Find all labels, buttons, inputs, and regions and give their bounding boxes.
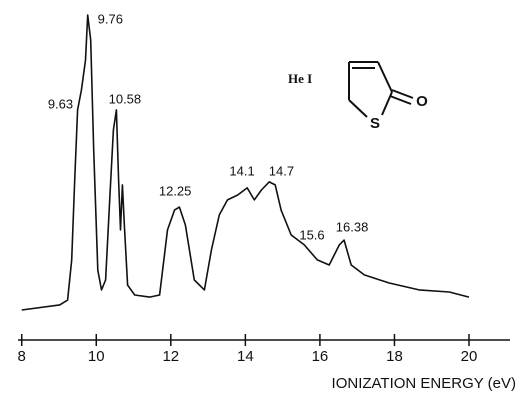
x-tick-label: 8 <box>18 348 26 365</box>
atom-label: O <box>416 93 428 110</box>
peak-label: 12.25 <box>159 183 192 198</box>
bond <box>377 61 393 93</box>
x-tick-label: 10 <box>88 348 105 365</box>
molecule <box>348 61 414 118</box>
atom-label: S <box>370 115 380 132</box>
x-tick-label: 14 <box>237 348 254 365</box>
peak-label: 15.6 <box>299 227 324 242</box>
peak-label: 9.63 <box>48 96 73 111</box>
peak-label: 9.76 <box>98 11 123 26</box>
x-tick-label: 16 <box>312 348 329 365</box>
peak-label: 10.58 <box>109 91 142 106</box>
x-tick-label: 20 <box>461 348 478 365</box>
peak-label: 14.7 <box>269 163 294 178</box>
x-tick-label: 12 <box>162 348 179 365</box>
bond <box>348 99 368 118</box>
bond <box>391 89 414 99</box>
bond <box>389 95 412 105</box>
source-label: He I <box>288 71 312 86</box>
peak-label: 16.38 <box>336 219 369 234</box>
spectrum-line <box>21 14 470 311</box>
x-axis-label: IONIZATION ENERGY (eV) <box>332 375 516 392</box>
peak-label: 14.1 <box>229 163 254 178</box>
x-tick-label: 18 <box>386 348 403 365</box>
